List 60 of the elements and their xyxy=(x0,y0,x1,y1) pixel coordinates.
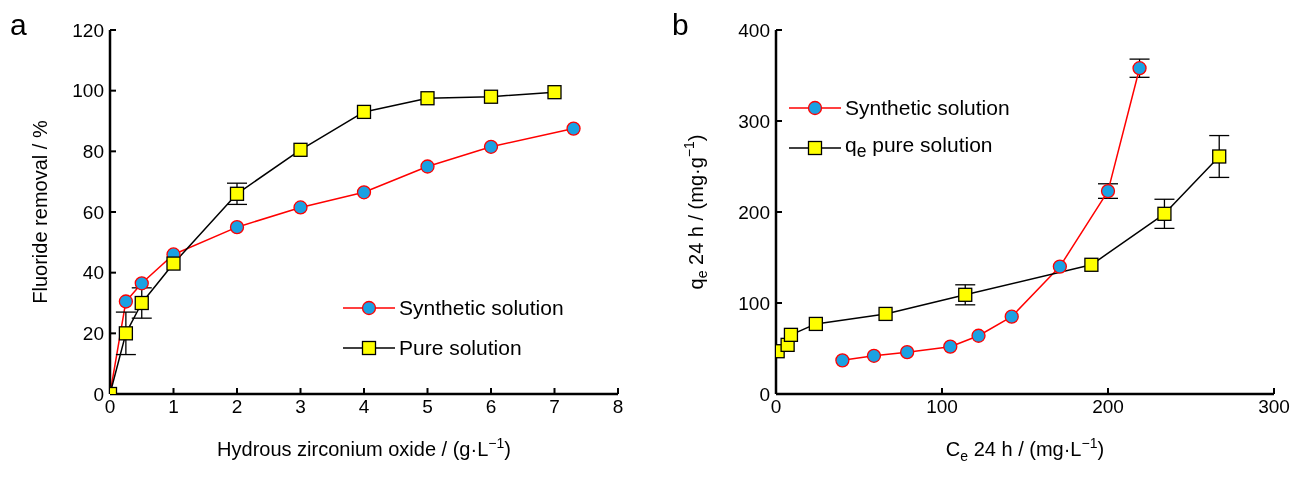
y-tick-label: 120 xyxy=(72,19,104,41)
point xyxy=(866,348,882,363)
x-tick-label: 7 xyxy=(549,396,560,418)
legend-label: Pure solution xyxy=(399,336,522,360)
y-axis-title: Fluoride removal / % xyxy=(29,120,52,304)
point xyxy=(229,186,245,201)
x-tick-label: 2 xyxy=(231,396,243,418)
legend-label: Synthetic solution xyxy=(845,96,1010,120)
point xyxy=(1004,309,1019,324)
point xyxy=(547,85,562,100)
y-tick-label: 20 xyxy=(82,323,104,345)
y-tick-label: 100 xyxy=(738,292,770,314)
y-tick-label: 300 xyxy=(738,110,770,132)
x-tick-label: 6 xyxy=(485,396,497,418)
point xyxy=(1157,206,1172,221)
y-tick-label: 60 xyxy=(82,201,104,223)
point xyxy=(835,353,850,368)
y-tick-label: 200 xyxy=(738,201,770,223)
chart-title: b xyxy=(672,8,689,42)
y-tick-label: 80 xyxy=(82,141,104,163)
x-axis-title: C$_{e}$ 24 h / (mg·L$^{−1}$) xyxy=(945,435,1105,464)
point xyxy=(356,185,372,200)
point xyxy=(483,139,499,154)
point xyxy=(971,328,986,343)
x-tick-label: 300 xyxy=(1258,396,1290,418)
point xyxy=(1212,149,1227,164)
point xyxy=(1052,259,1068,274)
x-tick-label: 200 xyxy=(1092,396,1124,418)
point xyxy=(808,316,823,332)
point xyxy=(566,121,581,136)
point xyxy=(134,276,149,291)
x-tick-label: 100 xyxy=(926,396,958,418)
y-tick-label: 40 xyxy=(82,262,104,284)
chart-title: a xyxy=(10,8,27,42)
x-tick-label: 4 xyxy=(358,396,370,418)
point xyxy=(134,295,149,311)
point xyxy=(783,327,799,342)
point xyxy=(483,89,499,104)
point xyxy=(420,91,435,106)
legend-label: Synthetic solution xyxy=(399,296,564,320)
point xyxy=(1084,257,1099,272)
point xyxy=(118,294,134,309)
point xyxy=(420,159,435,174)
point xyxy=(878,306,893,322)
point xyxy=(293,142,308,157)
legend-label: q$_{e}$ pure solution xyxy=(845,133,993,163)
x-tick-label: 8 xyxy=(612,396,624,418)
point xyxy=(899,344,915,360)
point xyxy=(166,256,181,271)
x-tick-label: 5 xyxy=(422,396,433,418)
x-axis-title: Hydrous zirconium oxide / (g·L$^{−1}$) xyxy=(217,435,511,460)
point xyxy=(356,104,372,120)
y-tick-label: 400 xyxy=(738,19,770,41)
x-tick-label: 3 xyxy=(295,396,306,418)
point xyxy=(118,326,134,341)
x-tick-label: 1 xyxy=(168,396,179,418)
y-tick-label: 100 xyxy=(72,80,104,102)
point xyxy=(943,339,958,354)
point xyxy=(229,220,245,235)
point xyxy=(293,200,308,215)
